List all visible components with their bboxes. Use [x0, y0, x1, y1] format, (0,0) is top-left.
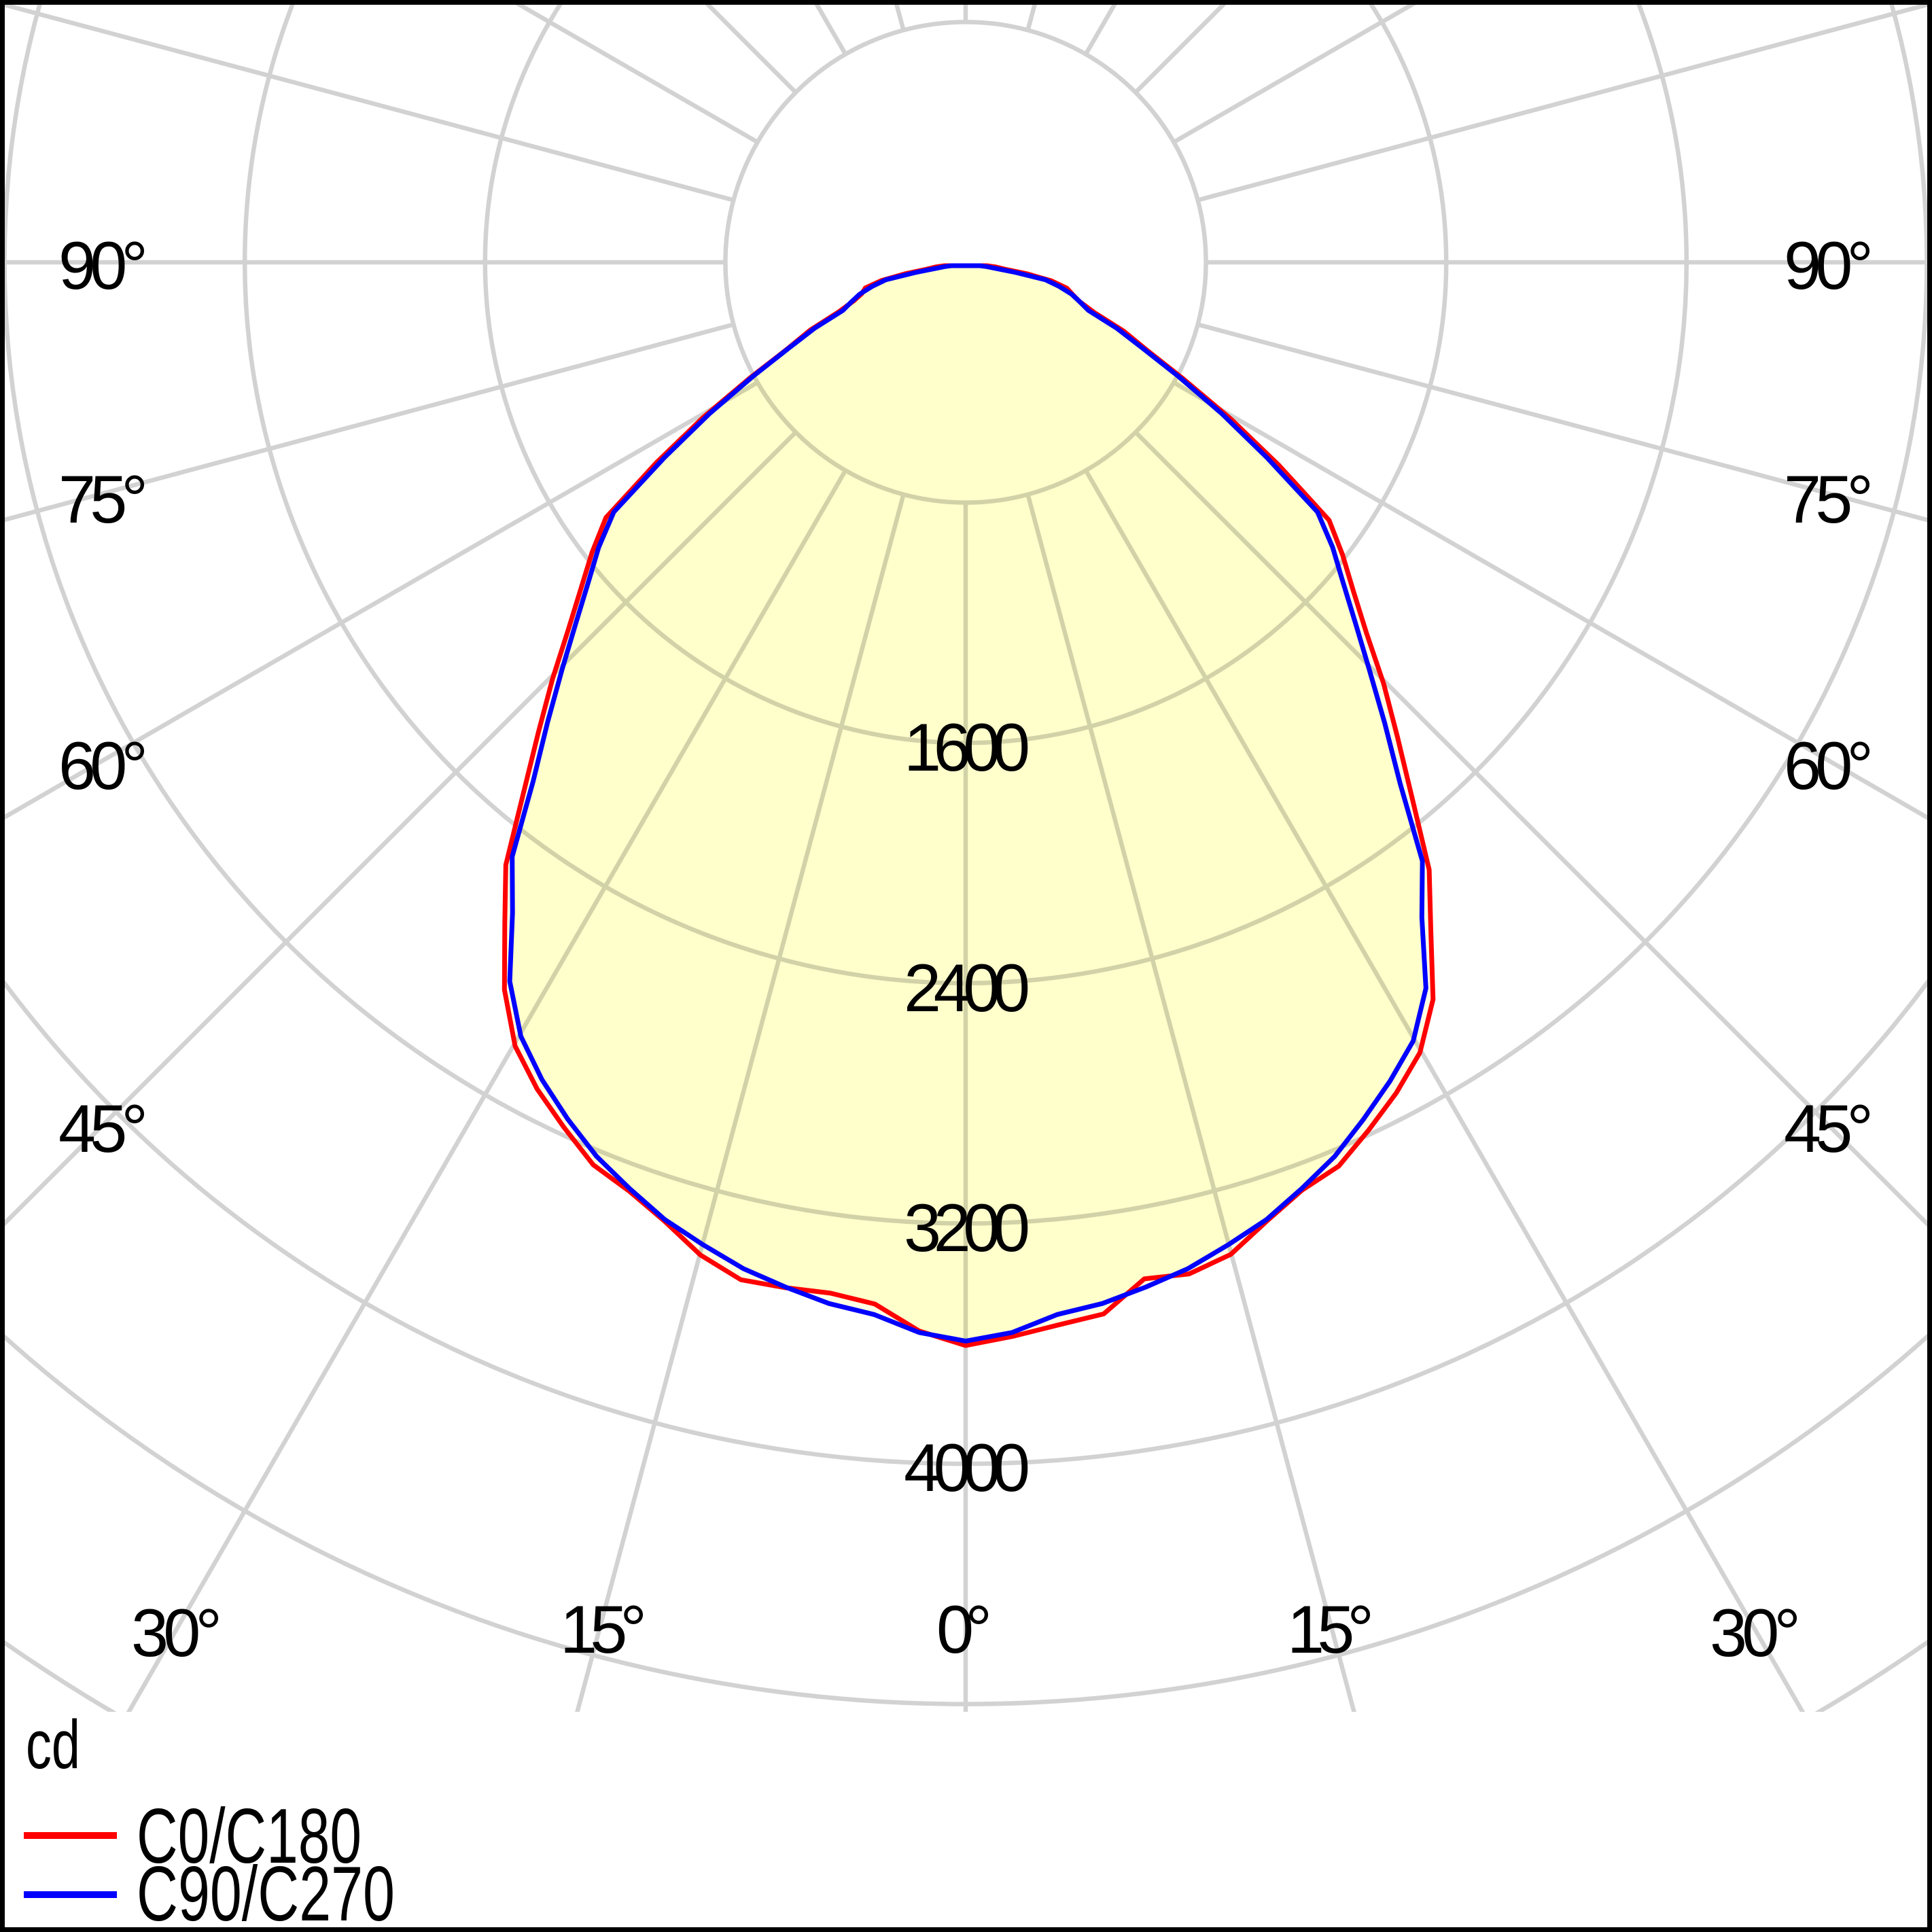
- svg-text:90°: 90°: [1784, 228, 1874, 303]
- svg-text:cd: cd: [26, 1707, 80, 1783]
- svg-text:3200: 3200: [904, 1190, 1030, 1265]
- svg-text:0°: 0°: [936, 1592, 992, 1667]
- svg-text:1600: 1600: [904, 709, 1030, 785]
- svg-text:60°: 60°: [1784, 728, 1874, 803]
- svg-text:15°: 15°: [1287, 1592, 1374, 1667]
- svg-text:45°: 45°: [58, 1091, 148, 1166]
- svg-text:30°: 30°: [131, 1595, 222, 1670]
- svg-text:C0/C180: C0/C180: [137, 1793, 362, 1880]
- svg-text:15°: 15°: [560, 1592, 647, 1667]
- svg-text:75°: 75°: [58, 461, 148, 537]
- svg-text:90°: 90°: [58, 228, 148, 303]
- svg-text:75°: 75°: [1784, 461, 1874, 537]
- svg-text:30°: 30°: [1710, 1595, 1801, 1670]
- svg-text:2400: 2400: [904, 950, 1030, 1025]
- svg-text:C90/C270: C90/C270: [137, 1851, 395, 1932]
- svg-text:45°: 45°: [1784, 1091, 1874, 1166]
- svg-text:60°: 60°: [58, 728, 148, 803]
- svg-text:4000: 4000: [904, 1430, 1030, 1505]
